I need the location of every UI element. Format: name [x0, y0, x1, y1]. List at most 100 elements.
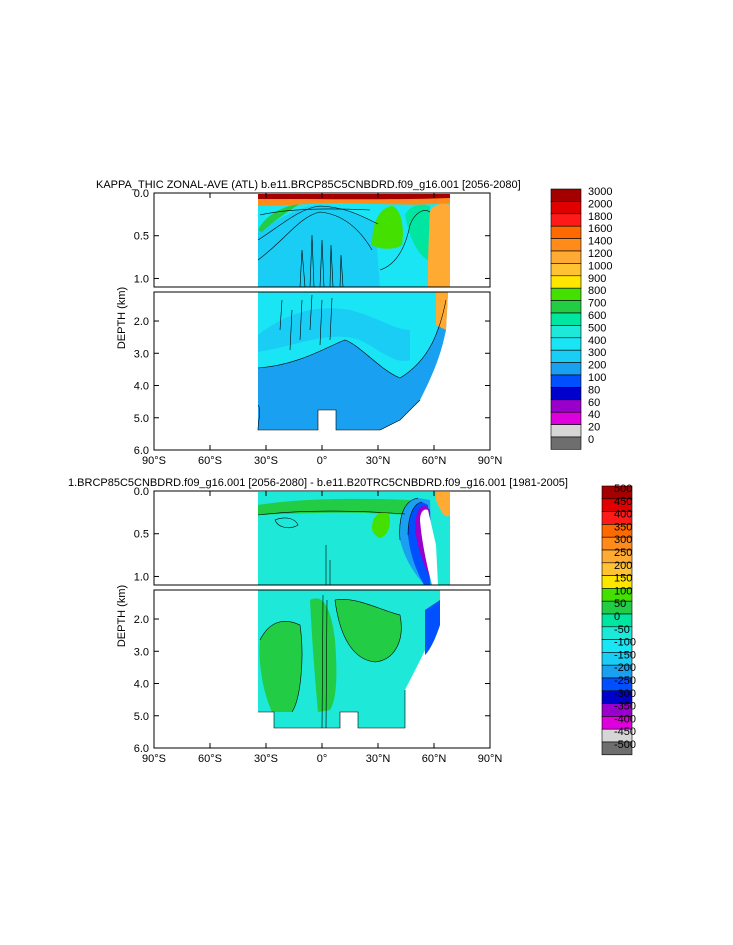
panel-2-lower-plot [153, 589, 491, 749]
panel-1-upper-green-left [258, 204, 300, 232]
legend-label: 40 [588, 409, 600, 421]
legend-swatch [550, 213, 582, 227]
y-tick-label: 4.0 [134, 381, 149, 393]
legend-swatch [550, 188, 582, 202]
panel-1-y-axis-label: DEPTH (km) [116, 287, 128, 349]
legend-label: 350 [614, 521, 632, 533]
legend-swatch [550, 263, 582, 277]
panel-1-ticks: 90°S 60°S 30°S 0° 30°N 60°N 90°N 0.0 0.5 1.0 2.0 3.… [134, 188, 503, 467]
legend-label: 800 [588, 285, 606, 297]
panel-1-upper-teal-band [405, 204, 430, 260]
legend-swatch [550, 411, 582, 425]
x-tick-label: 90°N [478, 455, 503, 467]
panel-2-lower-green-mid [310, 598, 337, 712]
legend-label: 1200 [588, 248, 612, 260]
legend-swatch [550, 325, 582, 339]
panel-2-lower-green-right [335, 599, 402, 662]
legend-swatch [601, 741, 633, 756]
legend-label: 0 [588, 434, 594, 446]
legend-label: 3000 [588, 186, 612, 198]
panel-1-lower-orange-edge [436, 292, 448, 330]
y-tick-label: 3.0 [134, 348, 149, 360]
panel-2-upper-contours [257, 497, 423, 585]
legend-label: -500 [614, 739, 636, 751]
legend-swatch [550, 399, 582, 413]
panel-2-lower-green-left [259, 621, 303, 712]
legend-label: -200 [614, 662, 636, 674]
legend-swatch [550, 349, 582, 363]
legend-swatch [550, 337, 582, 351]
legend-label: 700 [588, 298, 606, 310]
panel-1: KAPPA_THIC ZONAL-AVE (ATL) b.e11.BRCP85C… [96, 179, 612, 467]
legend-label: 1600 [588, 223, 612, 235]
panel-1-legend: 3000200018001600140012001000900800700600… [550, 186, 612, 450]
x-tick-label: 0° [317, 455, 328, 467]
x-tick-label: 60°N [422, 455, 447, 467]
legend-label: 200 [614, 560, 632, 572]
legend-swatch [550, 362, 582, 376]
y-tick-label: 0.0 [134, 188, 149, 200]
legend-label: -350 [614, 701, 636, 713]
x-tick-label: 90°S [142, 455, 166, 467]
panel-1-lower-plot [153, 291, 491, 451]
legend-label: 1000 [588, 260, 612, 272]
legend-label: -250 [614, 675, 636, 687]
x-tick-label: 0° [317, 753, 328, 765]
panel-1-upper-contours [257, 205, 431, 288]
x-tick-label: 30°N [366, 753, 391, 765]
legend-label: 80 [588, 384, 600, 396]
panel-2-title: 1.BRCP85C5CNBDRD.f09_g16.001 [2056-2080]… [68, 477, 568, 489]
panel-2-upper-plot [153, 490, 491, 586]
legend-label: 50 [614, 598, 626, 610]
y-tick-label: 0.5 [134, 231, 149, 243]
panel-2-y-axis-label: DEPTH (km) [116, 585, 128, 647]
x-tick-label: 60°N [422, 753, 447, 765]
x-tick-label: 60°S [198, 753, 222, 765]
legend-label: 1800 [588, 211, 612, 223]
legend-label: -300 [614, 688, 636, 700]
panel-1-lower-contours [257, 294, 447, 431]
legend-label: 0 [614, 611, 620, 623]
legend-label: 250 [614, 547, 632, 559]
legend-label: 900 [588, 273, 606, 285]
legend-label: 500 [588, 322, 606, 334]
panel-1-upper-plot [153, 192, 491, 288]
y-tick-label: 6.0 [134, 743, 149, 755]
x-tick-label: 90°S [142, 753, 166, 765]
legend-swatch [550, 424, 582, 438]
legend-label: 500 [614, 483, 632, 495]
legend-label: 400 [614, 509, 632, 521]
legend-swatch [550, 300, 582, 314]
legend-swatch [550, 387, 582, 401]
y-tick-label: 1.0 [134, 571, 149, 583]
legend-swatch [550, 250, 582, 264]
legend-label: -50 [614, 624, 630, 636]
legend-swatch [550, 225, 582, 239]
y-tick-label: 5.0 [134, 413, 149, 425]
legend-label: 600 [588, 310, 606, 322]
panel-1-upper-orange-column [428, 203, 450, 287]
legend-label: 300 [614, 534, 632, 546]
y-tick-label: 3.0 [134, 646, 149, 658]
y-tick-label: 6.0 [134, 445, 149, 457]
panel-2-upper-green-blob [372, 511, 390, 538]
panel-2-lower-contours [258, 594, 406, 729]
legend-label: -450 [614, 726, 636, 738]
panel-2-lower-blue-edge [425, 600, 440, 655]
legend-label: -100 [614, 637, 636, 649]
y-tick-label: 0.0 [134, 486, 149, 498]
panel-1-title: KAPPA_THIC ZONAL-AVE (ATL) b.e11.BRCP85C… [96, 179, 521, 191]
panel-1-lower-cyan-core [258, 308, 410, 361]
legend-label: 1400 [588, 236, 612, 248]
legend-swatch [550, 238, 582, 252]
legend-label: 300 [588, 347, 606, 359]
y-tick-label: 0.5 [134, 529, 149, 541]
legend-label: -400 [614, 713, 636, 725]
y-tick-label: 1.0 [134, 273, 149, 285]
y-tick-label: 2.0 [134, 316, 149, 328]
panel-1-upper-red-surface [258, 194, 450, 200]
legend-swatch [550, 287, 582, 301]
legend-label: 100 [588, 372, 606, 384]
legend-label: -150 [614, 649, 636, 661]
